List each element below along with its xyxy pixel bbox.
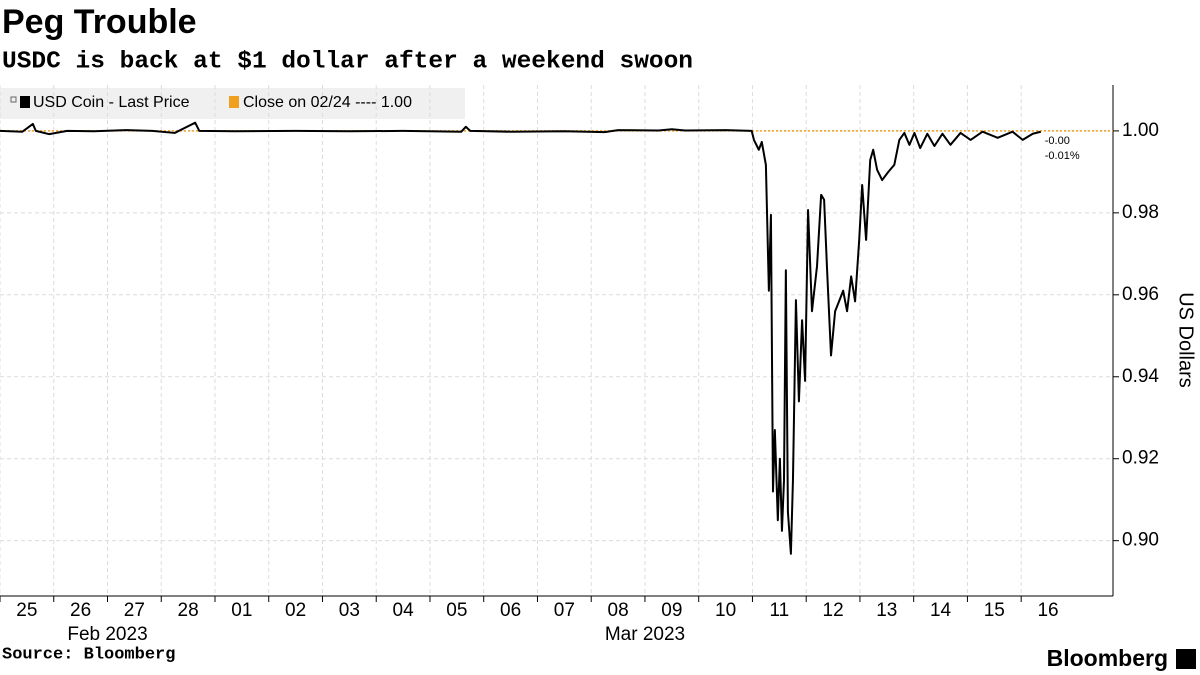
x-tick-label: 12 (823, 600, 844, 621)
legend-swatch (20, 96, 30, 108)
x-tick-label: 05 (446, 600, 467, 621)
x-tick-label: 11 (769, 600, 789, 621)
logo-icon (1176, 649, 1196, 669)
y-tick-label: 1.00 (1122, 120, 1159, 141)
x-tick-label: 02 (285, 600, 306, 621)
y-tick-label: 0.90 (1122, 530, 1159, 551)
month-label: Mar 2023 (605, 624, 685, 645)
x-tick-label: 14 (930, 600, 952, 621)
y-tick-label: 0.98 (1122, 202, 1159, 223)
x-tick-label: 25 (16, 600, 37, 621)
legend-marker (10, 96, 17, 103)
chart-title: Peg Trouble (2, 3, 197, 41)
annotation: -0.01% (1045, 150, 1080, 162)
chart-subtitle: USDC is back at $1 dollar after a weeken… (2, 48, 693, 75)
x-tick-label: 03 (339, 600, 360, 621)
logo: Bloomberg (1047, 645, 1168, 671)
x-tick-label: 27 (124, 600, 145, 621)
x-tick-label: 15 (984, 600, 1005, 621)
legend-label: Close on 02/24 ---- 1.00 (243, 94, 412, 111)
source: Source: Bloomberg (2, 645, 175, 664)
y-tick-label: 0.94 (1122, 366, 1159, 387)
annotation: -0.00 (1045, 135, 1070, 147)
x-tick-label: 01 (231, 600, 252, 621)
legend-label: USD Coin - Last Price (33, 94, 190, 111)
x-tick-label: 26 (70, 600, 91, 621)
x-tick-label: 09 (661, 600, 682, 621)
legend-swatch (229, 96, 239, 108)
x-tick-label: 08 (608, 600, 629, 621)
x-tick-label: 13 (876, 600, 897, 621)
x-tick-label: 07 (554, 600, 575, 621)
y-tick-label: 0.92 (1122, 448, 1159, 469)
y-axis-label: US Dollars (1175, 292, 1197, 388)
price-line (0, 121, 1042, 555)
x-tick-label: 04 (393, 600, 415, 621)
x-tick-label: 16 (1037, 600, 1058, 621)
x-tick-label: 28 (178, 600, 199, 621)
y-tick-label: 0.96 (1122, 284, 1159, 305)
x-tick-label: 10 (715, 600, 736, 621)
month-label: Feb 2023 (67, 624, 147, 645)
x-tick-label: 06 (500, 600, 521, 621)
